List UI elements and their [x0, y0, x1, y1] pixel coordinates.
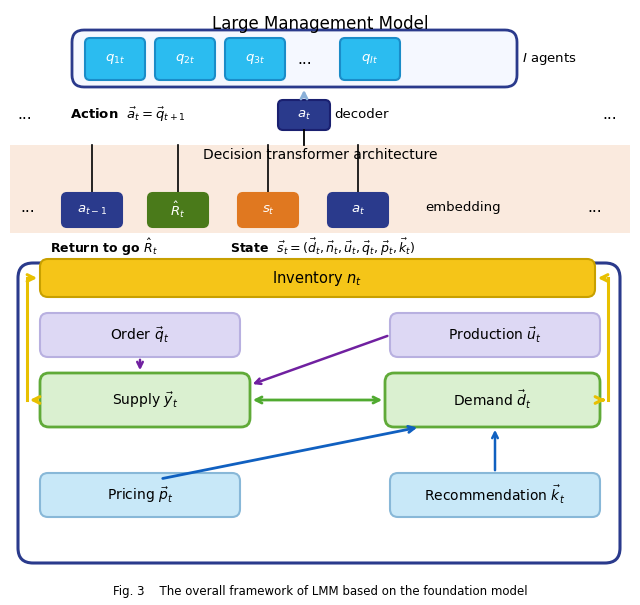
Text: Production $\vec{u}_t$: Production $\vec{u}_t$: [448, 325, 542, 344]
Text: $q_{It}$: $q_{It}$: [362, 52, 378, 66]
FancyBboxPatch shape: [40, 313, 240, 357]
Text: Recommendation $\vec{k}_t$: Recommendation $\vec{k}_t$: [424, 484, 566, 506]
Text: Supply $\vec{y}_t$: Supply $\vec{y}_t$: [112, 390, 178, 410]
FancyBboxPatch shape: [340, 38, 400, 80]
FancyBboxPatch shape: [328, 193, 388, 227]
FancyBboxPatch shape: [40, 259, 595, 297]
Text: Large Management Model: Large Management Model: [212, 15, 428, 33]
Text: ...: ...: [588, 200, 602, 215]
Text: ...: ...: [603, 108, 618, 122]
Text: $a_t$: $a_t$: [297, 108, 311, 122]
Text: $q_{2t}$: $q_{2t}$: [175, 52, 195, 66]
Text: $q_{3t}$: $q_{3t}$: [245, 52, 265, 66]
FancyBboxPatch shape: [40, 473, 240, 517]
Text: State  $\vec{s}_t = (\vec{d}_t, \vec{n}_t, \vec{u}_t, \vec{q}_t, \vec{p}_t, \vec: State $\vec{s}_t = (\vec{d}_t, \vec{n}_t…: [230, 237, 415, 258]
FancyBboxPatch shape: [155, 38, 215, 80]
FancyBboxPatch shape: [72, 30, 517, 87]
Text: ...: ...: [18, 108, 32, 122]
Text: $a_t$: $a_t$: [351, 203, 365, 217]
Text: $\hat{R}_t$: $\hat{R}_t$: [170, 200, 186, 220]
FancyBboxPatch shape: [390, 473, 600, 517]
Text: $a_{t-1}$: $a_{t-1}$: [77, 203, 107, 217]
Text: decoder: decoder: [334, 108, 388, 122]
Text: Demand $\vec{d}_t$: Demand $\vec{d}_t$: [453, 389, 532, 411]
Text: ...: ...: [20, 200, 35, 215]
Text: Decision transformer architecture: Decision transformer architecture: [203, 148, 437, 162]
FancyBboxPatch shape: [278, 100, 330, 130]
FancyBboxPatch shape: [385, 373, 600, 427]
Text: Fig. 3    The overall framework of LMM based on the foundation model: Fig. 3 The overall framework of LMM base…: [113, 584, 527, 598]
Text: Inventory $n_t$: Inventory $n_t$: [273, 269, 362, 287]
Text: Action  $\vec{a}_t = \vec{q}_{t+1}$: Action $\vec{a}_t = \vec{q}_{t+1}$: [70, 106, 186, 124]
FancyBboxPatch shape: [148, 193, 208, 227]
FancyBboxPatch shape: [10, 145, 630, 233]
FancyBboxPatch shape: [18, 263, 620, 563]
FancyBboxPatch shape: [62, 193, 122, 227]
FancyBboxPatch shape: [40, 373, 250, 427]
Text: Return to go $\hat{R}_t$: Return to go $\hat{R}_t$: [50, 237, 157, 258]
FancyBboxPatch shape: [85, 38, 145, 80]
Text: $I$ agents: $I$ agents: [522, 51, 577, 67]
FancyBboxPatch shape: [238, 193, 298, 227]
Text: Pricing $\vec{p}_t$: Pricing $\vec{p}_t$: [107, 485, 173, 505]
FancyBboxPatch shape: [390, 313, 600, 357]
Text: $q_{1t}$: $q_{1t}$: [105, 52, 125, 66]
Text: embedding: embedding: [425, 200, 500, 214]
Text: ...: ...: [298, 51, 312, 67]
Text: $s_t$: $s_t$: [262, 203, 275, 217]
Text: Order $\vec{q}_t$: Order $\vec{q}_t$: [111, 325, 170, 345]
FancyBboxPatch shape: [225, 38, 285, 80]
